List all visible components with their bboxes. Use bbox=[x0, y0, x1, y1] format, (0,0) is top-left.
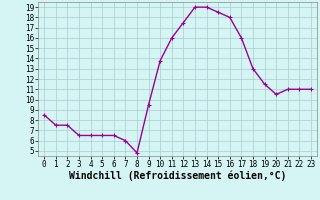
X-axis label: Windchill (Refroidissement éolien,°C): Windchill (Refroidissement éolien,°C) bbox=[69, 171, 286, 181]
